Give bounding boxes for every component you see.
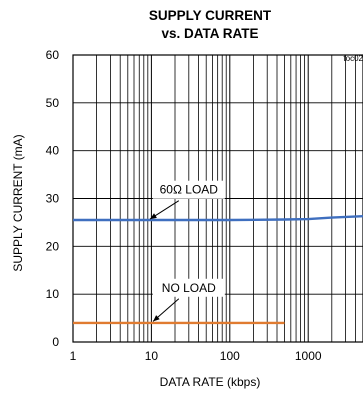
x-tick-label: 100 — [220, 349, 240, 363]
y-tick-label: 30 — [46, 192, 60, 206]
annotation-background-0 — [152, 180, 225, 199]
x-tick-label: 10 — [145, 349, 159, 363]
y-tick-label: 20 — [46, 239, 60, 253]
series-line-0 — [73, 215, 363, 222]
y-axis-label: SUPPLY CURRENT (mA) — [11, 134, 25, 271]
annotation-arrowhead-0 — [150, 213, 157, 220]
annotation-label-1: NO LOAD — [162, 281, 216, 295]
corner-note: toc02 — [343, 54, 363, 63]
chart-title-line1: SUPPLY CURRENT — [149, 8, 272, 23]
y-tick-label: 60 — [46, 48, 60, 62]
tick-labels: 1 10 100 1000 0 10 20 30 40 50 60 — [46, 48, 322, 363]
y-tick-label: 50 — [46, 96, 60, 110]
x-tick-label: 1000 — [295, 349, 322, 363]
annotation-label-0: 60Ω LOAD — [160, 183, 219, 197]
annotation-background-1 — [152, 278, 225, 297]
y-tick-label: 10 — [46, 287, 60, 301]
x-axis-label: DATA RATE (kbps) — [160, 375, 261, 389]
annotations: 60Ω LOAD NO LOAD — [149, 180, 225, 322]
chart-title-line2: vs. DATA RATE — [161, 26, 258, 41]
x-tick-label: 1 — [70, 349, 77, 363]
y-tick-label: 0 — [52, 335, 59, 349]
y-tick-label: 40 — [46, 144, 60, 158]
series — [73, 215, 363, 325]
plot-frame — [72, 54, 363, 343]
annotation-arrowhead-1 — [153, 315, 160, 322]
